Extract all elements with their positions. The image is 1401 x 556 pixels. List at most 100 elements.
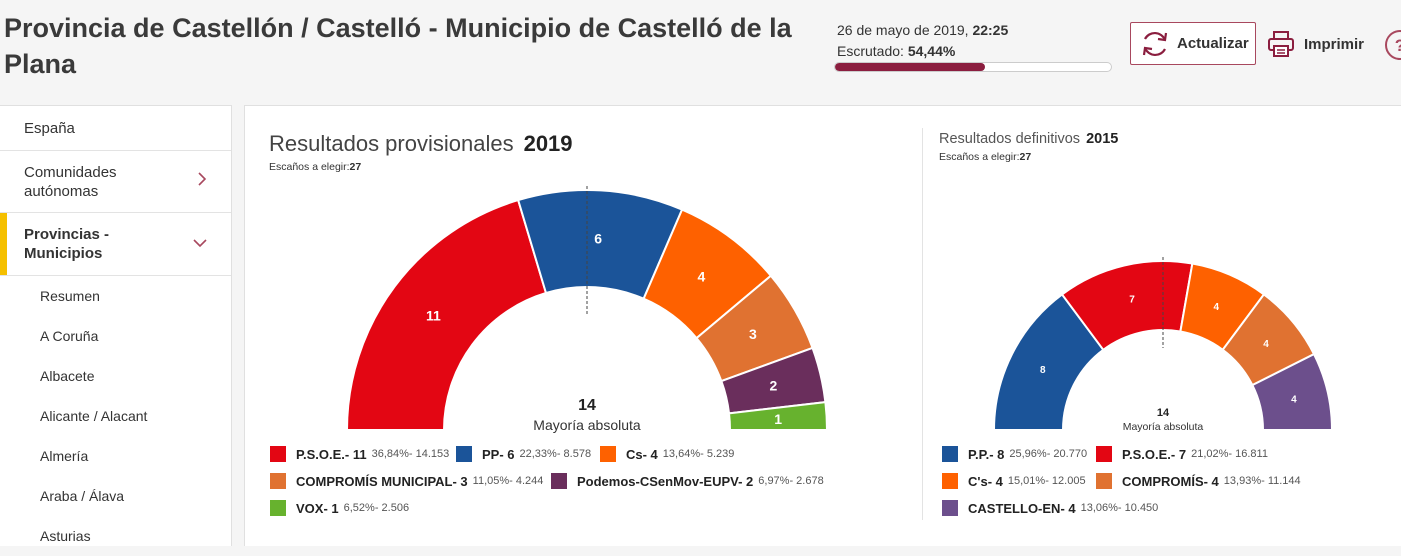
legend-party-stats: 6,52%- 2.506: [343, 502, 410, 514]
sidebar-subitem-asturias[interactable]: Asturias: [40, 528, 91, 544]
panel-divider: [922, 128, 923, 520]
update-label: Actualizar: [1177, 35, 1249, 52]
seat-label-0-2: 4: [697, 268, 705, 284]
legend-party-name: C's- 4: [968, 473, 1003, 489]
legend-item-1-0[interactable]: P.P.- 8 25,96%- 20.770: [942, 446, 1087, 462]
majority-value-1: 14: [1157, 407, 1170, 419]
hemicycle-segment-1-4[interactable]: [1251, 352, 1334, 431]
legend-swatch: [1096, 446, 1112, 462]
results-2015-title: Resultados definitivos: [939, 131, 1081, 147]
legend-party-stats: 13,64%- 5.239: [662, 448, 735, 460]
seat-label-0-3: 3: [749, 326, 757, 342]
sidebar-item-espana[interactable]: España: [0, 106, 231, 151]
seat-label-1-3: 4: [1263, 339, 1269, 350]
chevron-down-icon: [193, 235, 207, 253]
seat-label-0-0: 11: [426, 308, 441, 324]
sidebar-subitem-resumen[interactable]: Resumen: [40, 288, 100, 304]
legend-party-name: Cs- 4: [626, 446, 658, 462]
results-2019-heading: Resultados provisionales 2019: [269, 131, 573, 157]
seats-label: Escaños a elegir:: [269, 161, 350, 173]
legend-party-stats: 6,97%- 2.678: [758, 475, 824, 487]
legend-item-0-0[interactable]: P.S.O.E.- 11 36,84%- 14.153: [270, 446, 449, 462]
majority-value-0: 14: [578, 397, 596, 414]
legend-party-name: COMPROMÍS- 4: [1122, 473, 1219, 489]
majority-label-1: Mayoría absoluta: [1123, 421, 1204, 433]
legend-swatch: [456, 446, 472, 462]
legend-party-stats: 21,02%- 16.811: [1191, 448, 1268, 460]
legend-party-name: VOX- 1: [296, 500, 339, 516]
legend-swatch: [270, 500, 286, 516]
sidebar-item-label: Provincias - Municipios: [24, 226, 110, 262]
legend-swatch: [942, 446, 958, 462]
legend-swatch: [270, 473, 286, 489]
page-title: Provincia de Castellón / Castelló - Muni…: [4, 13, 792, 79]
legend-item-0-2[interactable]: Cs- 4 13,64%- 5.239: [600, 446, 734, 462]
seat-label-1-1: 7: [1129, 295, 1135, 306]
sidebar-subitem-a-coruna[interactable]: A Coruña: [40, 328, 99, 344]
legend-item-1-3[interactable]: COMPROMÍS- 4 13,93%- 11.144: [1096, 473, 1301, 489]
legend-party-stats: 13,06%- 10.450: [1080, 502, 1159, 514]
update-button[interactable]: Actualizar: [1130, 22, 1256, 65]
legend-party-name: CASTELLO-EN- 4: [968, 500, 1076, 516]
seats-value: 27: [1019, 151, 1032, 163]
legend-swatch: [942, 473, 958, 489]
legend-party-name: P.P.- 8: [968, 446, 1005, 462]
legend-party-stats: 15,01%- 12.005: [1007, 475, 1086, 487]
hemicycle-segment-0-5[interactable]: [727, 401, 829, 431]
sidebar-subitem-araba[interactable]: Araba / Álava: [40, 488, 125, 504]
legend-party-stats: 25,96%- 20.770: [1009, 448, 1088, 460]
seats-to-elect-2019: Escaños a elegir:27: [269, 161, 361, 173]
scrutiny-progress-bar: [834, 62, 1112, 72]
scrutiny-value: 54,44%: [907, 43, 956, 59]
legend-party-name: PP- 6: [482, 446, 515, 462]
update-time: 22:25: [972, 22, 1009, 38]
legend-item-1-1[interactable]: P.S.O.E.- 7 21,02%- 16.811: [1096, 446, 1268, 462]
sidebar-item-provincias[interactable]: Provincias - Municipios: [0, 213, 231, 276]
sidebar-item-label: Comunidades autónomas: [24, 163, 117, 200]
legend-item-1-4[interactable]: CASTELLO-EN- 4 13,06%- 10.450: [942, 500, 1158, 516]
results-2019-year: 2019: [523, 131, 573, 156]
seats-label: Escaños a elegir:: [939, 151, 1020, 163]
legend-item-1-2[interactable]: C's- 4 15,01%- 12.005: [942, 473, 1086, 489]
legend-swatch: [1096, 473, 1112, 489]
legend-item-0-1[interactable]: PP- 6 22,33%- 8.578: [456, 446, 591, 462]
hemicycle-segment-0-0[interactable]: [345, 198, 548, 431]
update-date: 26 de mayo de 2019,: [837, 22, 969, 38]
results-2015-year: 2015: [1086, 131, 1119, 147]
legend-swatch: [270, 446, 286, 462]
chevron-right-icon: [197, 172, 207, 191]
seat-label-1-0: 8: [1040, 365, 1046, 376]
legend-party-name: P.S.O.E.- 11: [296, 446, 367, 462]
results-2019-title: Resultados provisionales: [269, 131, 514, 156]
scrutiny-label: Escrutado:: [837, 43, 904, 59]
sidebar-subitem-almeria[interactable]: Almería: [40, 448, 89, 464]
legend-swatch: [600, 446, 616, 462]
legend-party-name: P.S.O.E.- 7: [1122, 446, 1187, 462]
legend-party-stats: 36,84%- 14.153: [371, 448, 450, 460]
legend-item-0-4[interactable]: Podemos-CSenMov-EUPV- 2 6,97%- 2.678: [551, 473, 824, 489]
legend-item-0-3[interactable]: COMPROMÍS MUNICIPAL- 3 11,05%- 4.244: [270, 473, 543, 489]
printer-icon: [1268, 31, 1294, 57]
sidebar-subitem-alicante[interactable]: Alicante / Alacant: [40, 408, 148, 424]
sidebar-subitem-albacete[interactable]: Albacete: [40, 368, 95, 384]
sidebar-item-comunidades[interactable]: Comunidades autónomas: [0, 151, 231, 213]
scrutiny-progress-fill: [835, 63, 986, 71]
sidebar-item-label: España: [24, 119, 75, 137]
seat-label-0-1: 6: [594, 231, 602, 247]
seat-label-1-4: 4: [1291, 394, 1297, 405]
seats-value: 27: [349, 161, 362, 173]
legend-party-stats: 22,33%- 8.578: [519, 448, 592, 460]
seat-label-0-5: 1: [774, 411, 782, 427]
legend-party-name: COMPROMÍS MUNICIPAL- 3: [296, 473, 468, 489]
print-button[interactable]: Imprimir: [1266, 26, 1364, 62]
legend-party-stats: 13,93%- 11.144: [1223, 475, 1301, 487]
sidebar: España Comunidades autónomas Provincias …: [0, 105, 232, 546]
legend-party-stats: 11,05%- 4.244: [472, 475, 544, 487]
legend-swatch: [942, 500, 958, 516]
seat-label-1-2: 4: [1213, 302, 1219, 313]
legend-item-0-5[interactable]: VOX- 1 6,52%- 2.506: [270, 500, 409, 516]
legend-party-name: Podemos-CSenMov-EUPV- 2: [577, 473, 754, 489]
refresh-icon: [1142, 31, 1168, 56]
legend-swatch: [551, 473, 567, 489]
